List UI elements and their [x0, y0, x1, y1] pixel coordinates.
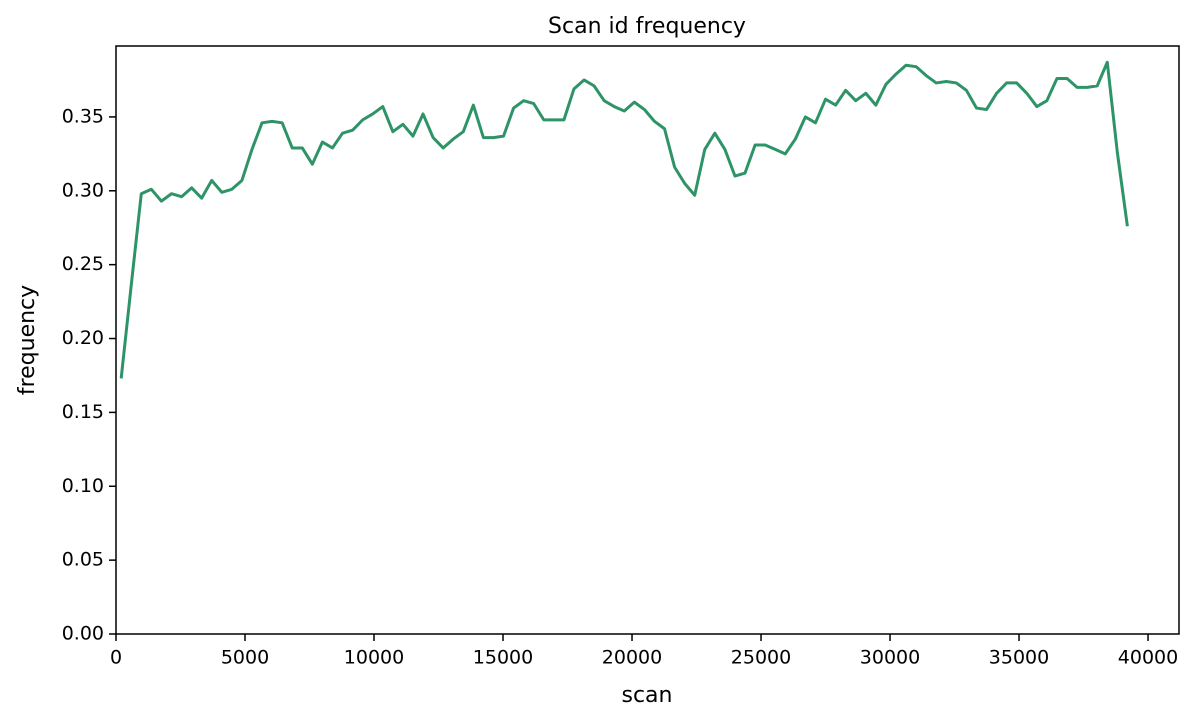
y-tick-label: 0.25: [62, 253, 104, 275]
x-tick-label: 25000: [731, 647, 791, 669]
y-tick-label: 0.15: [62, 401, 104, 423]
y-tick-label: 0.10: [62, 475, 104, 497]
x-tick-label: 5000: [221, 647, 269, 669]
y-tick-label: 0.30: [62, 179, 104, 201]
x-tick-label: 30000: [860, 647, 920, 669]
chart-title: Scan id frequency: [548, 14, 746, 39]
data-line: [119, 60, 1129, 379]
plot-frame: [115, 45, 1180, 635]
y-tick-label: 0.00: [62, 623, 104, 645]
y-tick-label: 0.20: [62, 327, 104, 349]
x-tick-label: 35000: [989, 647, 1049, 669]
x-tick-label: 40000: [1118, 647, 1178, 669]
x-tick-label: 15000: [473, 647, 533, 669]
x-tick-label: 0: [110, 647, 122, 669]
x-tick-label: 20000: [602, 647, 662, 669]
x-tick-label: 10000: [344, 647, 404, 669]
y-tick-label: 0.35: [62, 105, 104, 127]
y-tick-label: 0.05: [62, 549, 104, 571]
x-axis-label: scan: [622, 683, 673, 708]
y-axis-label: frequency: [15, 285, 40, 395]
